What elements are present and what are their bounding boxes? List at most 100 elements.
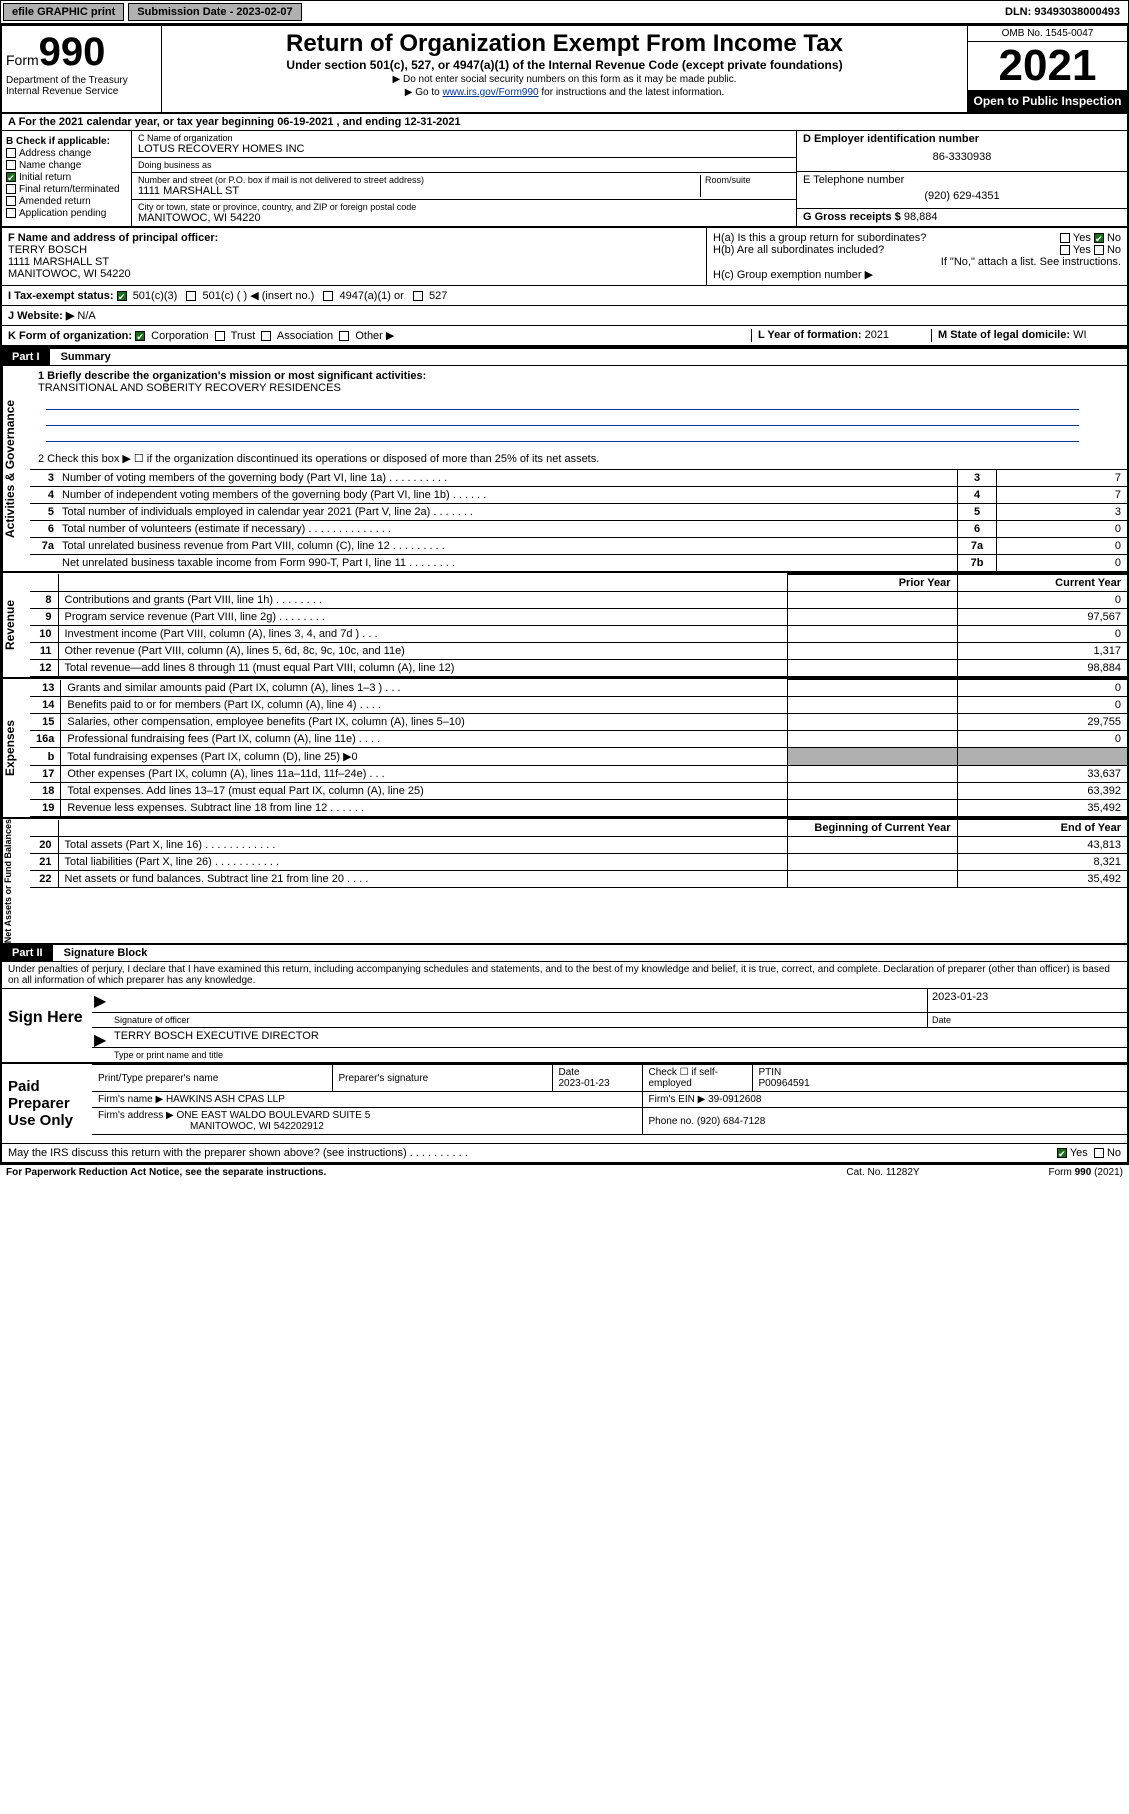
- officer-name: TERRY BOSCH: [8, 244, 700, 256]
- prior-year-value: [787, 697, 957, 714]
- officer-signature-field[interactable]: [110, 989, 927, 1012]
- row-desc: Total liabilities (Part X, line 26) . . …: [58, 854, 787, 871]
- q2-checkbox-line: 2 Check this box ▶ ☐ if the organization…: [30, 448, 1127, 469]
- chk-4947[interactable]: [323, 291, 333, 301]
- b-label: B Check if applicable:: [6, 136, 127, 147]
- irs-no-chk[interactable]: [1094, 1148, 1104, 1158]
- f-label: F Name and address of principal officer:: [8, 232, 700, 244]
- form-subtitle: Under section 501(c), 527, or 4947(a)(1)…: [170, 58, 959, 72]
- m-state-domicile: M State of legal domicile: WI: [931, 329, 1121, 342]
- row-desc: Number of independent voting members of …: [58, 487, 957, 503]
- table-row: 8Contributions and grants (Part VIII, li…: [30, 592, 1127, 609]
- row-value: 7: [997, 470, 1127, 486]
- row-num: 18: [30, 783, 61, 800]
- chk-501c[interactable]: [186, 291, 196, 301]
- check-self-employed[interactable]: Check ☐ if self-employed: [642, 1065, 752, 1092]
- chk-527[interactable]: [413, 291, 423, 301]
- row-desc: Net assets or fund balances. Subtract li…: [58, 871, 787, 888]
- current-year-value: 0: [957, 592, 1127, 609]
- row-desc: Net unrelated business taxable income fr…: [58, 555, 957, 571]
- row-desc: Investment income (Part VIII, column (A)…: [58, 626, 787, 643]
- d-ein-cell: D Employer identification number 86-3330…: [797, 131, 1127, 172]
- irs-link[interactable]: www.irs.gov/Form990: [442, 87, 538, 98]
- prior-year-value: [787, 766, 957, 783]
- officer-street: 1111 MARSHALL ST: [8, 256, 700, 268]
- l-year-formation: L Year of formation: 2021: [751, 329, 931, 342]
- phone-value: (920) 629-4351: [803, 186, 1121, 206]
- row-desc: Total revenue—add lines 8 through 11 (mu…: [58, 660, 787, 677]
- submission-date-button[interactable]: Submission Date - 2023-02-07: [128, 3, 301, 21]
- ha-yes-chk[interactable]: [1060, 233, 1070, 243]
- row-desc: Benefits paid to or for members (Part IX…: [61, 697, 787, 714]
- chk-application-pending[interactable]: Application pending: [6, 208, 127, 219]
- h-c: H(c) Group exemption number ▶: [713, 268, 1121, 281]
- arrow-icon: ▶: [92, 989, 110, 1012]
- d-label: D Employer identification number: [803, 133, 1121, 145]
- netassets-table: Beginning of Current Year End of Year 20…: [30, 819, 1127, 888]
- efile-print-button[interactable]: efile GRAPHIC print: [3, 3, 124, 21]
- e-label: E Telephone number: [803, 174, 1121, 186]
- revenue-table: Prior Year Current Year 8Contributions a…: [30, 573, 1127, 677]
- firm-phone-cell: Phone no. (920) 684-7128: [642, 1108, 1127, 1135]
- current-year-value: 8,321: [957, 854, 1127, 871]
- prep-date-cell: Date2023-01-23: [552, 1065, 642, 1092]
- summary-row: 6Total number of volunteers (estimate if…: [30, 520, 1127, 537]
- row-num: 6: [30, 521, 58, 537]
- chk-assoc[interactable]: [261, 331, 271, 341]
- chk-trust[interactable]: [215, 331, 225, 341]
- typed-name-label: Type or print name and title: [110, 1048, 1127, 1062]
- table-row: bTotal fundraising expenses (Part IX, co…: [30, 748, 1127, 766]
- row-num: 22: [30, 871, 58, 888]
- note-link: ▶ Go to www.irs.gov/Form990 for instruct…: [170, 87, 959, 98]
- chk-initial-return[interactable]: ✔Initial return: [6, 172, 127, 183]
- row-num: b: [30, 748, 61, 766]
- sign-date-value: 2023-01-23: [927, 989, 1127, 1012]
- org-name: LOTUS RECOVERY HOMES INC: [138, 143, 790, 155]
- table-row: 18Total expenses. Add lines 13–17 (must …: [30, 783, 1127, 800]
- chk-final-return[interactable]: Final return/terminated: [6, 184, 127, 195]
- summary-row: 5Total number of individuals employed in…: [30, 503, 1127, 520]
- chk-other[interactable]: [339, 331, 349, 341]
- col-prior-year: Prior Year: [787, 574, 957, 592]
- prior-year-value: [787, 680, 957, 697]
- chk-name-change[interactable]: Name change: [6, 160, 127, 171]
- prior-year-value: [787, 592, 957, 609]
- table-row: 9Program service revenue (Part VIII, lin…: [30, 609, 1127, 626]
- table-row: 21Total liabilities (Part X, line 26) . …: [30, 854, 1127, 871]
- row-num: 11: [30, 643, 58, 660]
- part2-header-row: Part II Signature Block: [2, 943, 1127, 962]
- free-line: [46, 412, 1079, 426]
- current-year-value: 33,637: [957, 766, 1127, 783]
- org-street: 1111 MARSHALL ST: [138, 185, 700, 197]
- row-num: 12: [30, 660, 58, 677]
- col-end-year: End of Year: [957, 820, 1127, 837]
- h-b: H(b) Are all subordinates included? Yes …: [713, 244, 1121, 256]
- c-city-label: City or town, state or province, country…: [138, 202, 790, 212]
- c-street-label: Number and street (or P.O. box if mail i…: [138, 175, 700, 185]
- irs-yes-chk[interactable]: ✔: [1057, 1148, 1067, 1158]
- row-num: 19: [30, 800, 61, 817]
- chk-address-change[interactable]: Address change: [6, 148, 127, 159]
- hb-no-chk[interactable]: [1094, 245, 1104, 255]
- hb-yes-chk[interactable]: [1060, 245, 1070, 255]
- firm-addr-cell: Firm's address ▶ ONE EAST WALDO BOULEVAR…: [92, 1108, 642, 1135]
- form-number: Form990: [6, 30, 157, 75]
- chk-501c3[interactable]: ✔: [117, 291, 127, 301]
- row-num: 21: [30, 854, 58, 871]
- row-desc: Contributions and grants (Part VIII, lin…: [58, 592, 787, 609]
- summary-row: Net unrelated business taxable income fr…: [30, 554, 1127, 571]
- chk-amended-return[interactable]: Amended return: [6, 196, 127, 207]
- open-to-public: Open to Public Inspection: [968, 90, 1127, 112]
- sidebar-governance: Activities & Governance: [2, 366, 30, 571]
- ha-no-chk[interactable]: ✔: [1094, 233, 1104, 243]
- prior-year-value: [787, 660, 957, 677]
- table-row: 19Revenue less expenses. Subtract line 1…: [30, 800, 1127, 817]
- current-year-value: [957, 748, 1127, 766]
- row-box: 4: [957, 487, 997, 503]
- row-desc: Other revenue (Part VIII, column (A), li…: [58, 643, 787, 660]
- row-num: 16a: [30, 731, 61, 748]
- chk-corp[interactable]: ✔: [135, 331, 145, 341]
- c-name-label: C Name of organization: [138, 133, 790, 143]
- tax-year: 2021: [968, 42, 1127, 90]
- h-a: H(a) Is this a group return for subordin…: [713, 232, 1121, 244]
